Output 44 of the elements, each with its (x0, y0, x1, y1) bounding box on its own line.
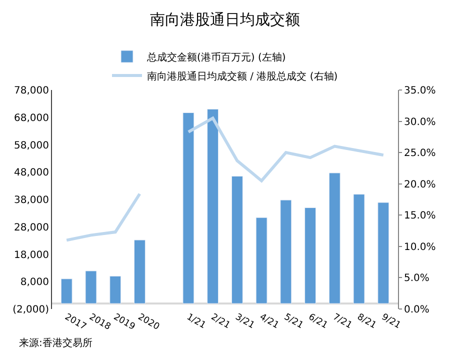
source-note: 来源:香港交易所 (19, 337, 92, 349)
bar (378, 202, 390, 304)
y2-tick-label: 5.0% (404, 273, 430, 284)
y-tick-label: 68,000 (14, 112, 49, 124)
bar (328, 172, 340, 304)
legend-label: 南向港股通日均成交额 / 港股总成交 (右轴) (147, 70, 338, 82)
y2-tick-label: 15.0% (404, 210, 436, 222)
y2-tick-label: 0.0% (404, 304, 430, 316)
y-tick-label: 18,000 (14, 250, 49, 261)
y2-tick-label: 20.0% (404, 179, 436, 190)
y-tick-label: 38,000 (14, 195, 49, 206)
y2-tick-label: 35.0% (404, 86, 436, 96)
x-tick-label: 7/21 (330, 312, 354, 332)
y2-tick-label: 10.0% (404, 242, 436, 253)
bar (182, 112, 194, 304)
bar (85, 270, 97, 304)
bar (304, 207, 316, 304)
x-tick-label: 3/21 (233, 312, 256, 332)
chart-title: 南向港股通日均成交额 (150, 10, 300, 29)
x-tick-label: 4/21 (258, 312, 280, 332)
x-tick-label: 1/21 (184, 312, 208, 332)
y-tick-label: (2,000) (12, 304, 50, 316)
x-tick-label: 2/21 (209, 312, 232, 332)
y2-tick-label: 25.0% (404, 148, 436, 160)
x-tick-label: 9/21 (380, 312, 402, 332)
legend-label: 总成交金额(港币百万元) (左轴) (146, 51, 286, 64)
bar (60, 278, 72, 304)
x-tick-label: 2017 (62, 312, 88, 332)
y-tick-label: 78,000 (14, 86, 49, 96)
bar (231, 176, 243, 304)
y-tick-label: 8,000 (20, 277, 49, 288)
bar (256, 217, 268, 304)
bar (353, 194, 365, 304)
x-tick-label: 6/21 (306, 312, 330, 332)
y-tick-label: 48,000 (14, 168, 49, 179)
y-tick-label: 58,000 (14, 140, 49, 152)
x-tick-label: 8/21 (355, 312, 378, 332)
bar (134, 240, 146, 304)
y2-tick-label: 30.0% (404, 116, 436, 128)
bar (280, 200, 292, 304)
bar (207, 108, 219, 304)
bar (110, 276, 122, 304)
x-tick-label: 5/21 (282, 312, 305, 332)
y-tick-label: 28,000 (14, 222, 49, 234)
